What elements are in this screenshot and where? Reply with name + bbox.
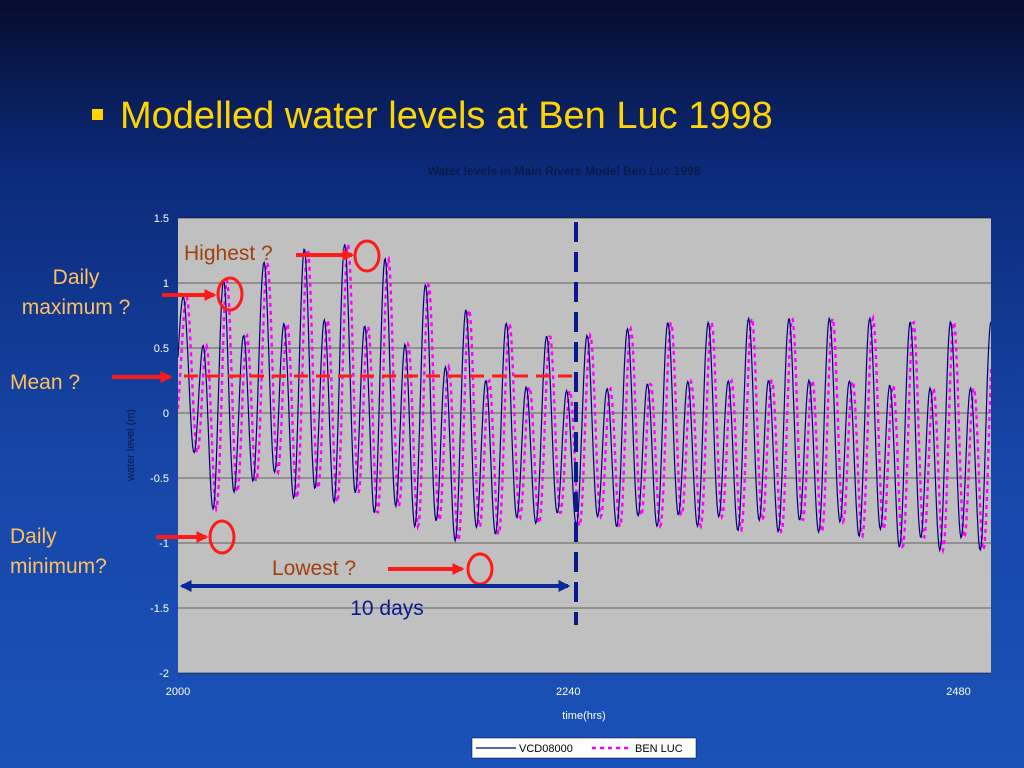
x-tick-label: 2000	[166, 686, 190, 698]
legend-label-ben-luc: BEN LUC	[635, 743, 683, 755]
y-tick-label: 0	[163, 408, 169, 420]
legend: VCD08000 BEN LUC	[471, 737, 697, 759]
mean-label: Mean ?	[10, 371, 80, 394]
x-axis-label: time(hrs)	[562, 710, 605, 722]
y-tick-label: -1	[159, 538, 169, 550]
slide-title: Modelled water levels at Ben Luc 1998	[92, 94, 773, 138]
highest-label: Highest ?	[184, 242, 273, 265]
ten-days-label: 10 days	[350, 597, 424, 620]
daily-minimum-circle	[208, 519, 236, 555]
x-tick-label: 2480	[946, 686, 970, 698]
chart-title: Water levels in Main Rivers Model Ben Lu…	[428, 164, 701, 178]
daily-minimum-label-line2: minimum?	[10, 555, 107, 578]
lowest-label: Lowest ?	[272, 557, 356, 580]
y-tick-label: 1.5	[154, 213, 169, 225]
y-axis-ticks: 1.5 1 0.5 0 -0.5 -1 -1.5 -2	[150, 213, 169, 680]
slide-title-text: Modelled water levels at Ben Luc 1998	[120, 95, 773, 137]
legend-label-vcd08000: VCD08000	[519, 743, 573, 755]
daily-maximum-label-line2: maximum ?	[22, 296, 131, 319]
daily-maximum-circle	[216, 276, 244, 312]
y-axis-label: water level (m)	[125, 409, 137, 482]
daily-maximum-label-line1: Daily	[53, 266, 100, 289]
y-tick-label: -0.5	[150, 473, 169, 485]
y-tick-label: 0.5	[154, 343, 169, 355]
y-tick-label: -2	[159, 668, 169, 680]
x-tick-label: 2240	[556, 686, 580, 698]
y-tick-label: -1.5	[150, 603, 169, 615]
daily-minimum-label-line1: Daily	[10, 525, 57, 548]
bullet-icon	[92, 109, 103, 121]
series-vcd08000-line	[178, 244, 991, 553]
highest-circle	[353, 239, 381, 273]
plot-area	[178, 218, 991, 673]
y-tick-label: 1	[163, 278, 169, 290]
x-axis-ticks: 2000 2240 2480	[166, 686, 971, 698]
